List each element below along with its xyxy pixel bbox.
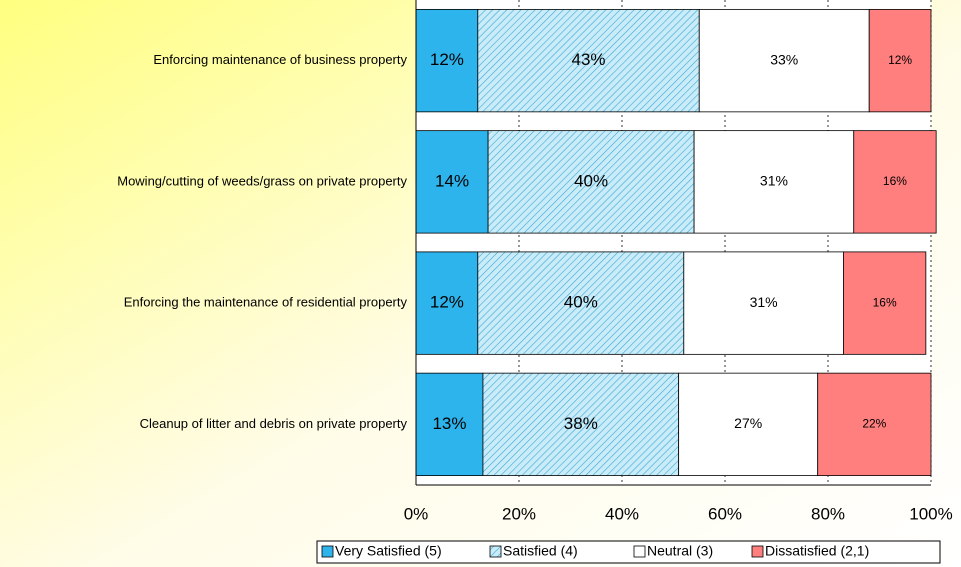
value-label: 16% bbox=[883, 174, 907, 188]
value-label: 22% bbox=[862, 417, 886, 431]
legend-label: Satisfied (4) bbox=[503, 543, 578, 559]
category-label: Cleanup of litter and debris on private … bbox=[140, 416, 408, 431]
category-label: Mowing/cutting of weeds/grass on private… bbox=[117, 173, 407, 188]
x-tick-label: 60% bbox=[708, 504, 742, 523]
value-label: 40% bbox=[574, 171, 608, 190]
value-label: 12% bbox=[430, 50, 464, 69]
value-label: 31% bbox=[760, 173, 788, 189]
x-tick-label: 40% bbox=[605, 504, 639, 523]
x-tick-label: 20% bbox=[502, 504, 536, 523]
x-tick-label: 0% bbox=[404, 504, 429, 523]
x-tick-label: 100% bbox=[909, 504, 952, 523]
legend-swatch bbox=[633, 545, 646, 558]
bar-segment bbox=[683, 251, 844, 355]
bar-segment bbox=[843, 251, 927, 355]
bar-segment bbox=[868, 8, 932, 113]
legend-swatch bbox=[751, 545, 764, 558]
legend-swatch bbox=[489, 545, 502, 558]
value-label: 40% bbox=[564, 293, 598, 312]
category-label: Enforcing maintenance of business proper… bbox=[153, 52, 407, 67]
legend-label: Neutral (3) bbox=[647, 543, 713, 559]
value-label: 43% bbox=[572, 50, 606, 69]
bar-segment bbox=[853, 130, 937, 234]
value-label: 13% bbox=[432, 414, 466, 433]
legend-label: Very Satisfied (5) bbox=[335, 543, 442, 559]
legend bbox=[316, 540, 941, 564]
bar-segment bbox=[415, 372, 484, 477]
value-label: 33% bbox=[770, 51, 798, 67]
bar-segment bbox=[693, 130, 855, 234]
value-label: 38% bbox=[564, 414, 598, 433]
value-label: 31% bbox=[750, 294, 778, 310]
bar-segment bbox=[817, 372, 932, 477]
category-label: Enforcing the maintenance of residential… bbox=[124, 295, 408, 310]
bar-segment bbox=[477, 8, 700, 113]
legend-swatch bbox=[321, 545, 334, 558]
value-label: 16% bbox=[873, 295, 897, 309]
x-tick-label: 80% bbox=[811, 504, 845, 523]
bar-segment bbox=[487, 130, 695, 234]
value-label: 12% bbox=[888, 53, 912, 67]
legend-label: Dissatisfied (2,1) bbox=[765, 543, 869, 559]
bar-segment bbox=[698, 8, 870, 113]
value-label: 27% bbox=[734, 415, 762, 431]
value-label: 12% bbox=[430, 293, 464, 312]
bar-segment bbox=[678, 372, 819, 477]
bar-segment bbox=[482, 372, 680, 477]
value-label: 14% bbox=[435, 171, 469, 190]
bar-segment bbox=[415, 251, 479, 355]
